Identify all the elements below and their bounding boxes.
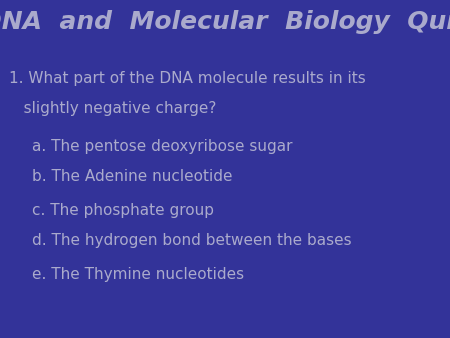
Text: d. The hydrogen bond between the bases: d. The hydrogen bond between the bases: [32, 233, 351, 248]
Text: b. The Adenine nucleotide: b. The Adenine nucleotide: [32, 169, 232, 184]
Text: DNA  and  Molecular  Biology  Quiz: DNA and Molecular Biology Quiz: [0, 10, 450, 34]
Text: 1. What part of the DNA molecule results in its: 1. What part of the DNA molecule results…: [9, 71, 366, 86]
Text: e. The Thymine nucleotides: e. The Thymine nucleotides: [32, 267, 243, 282]
Text: slightly negative charge?: slightly negative charge?: [9, 101, 216, 116]
Text: c. The phosphate group: c. The phosphate group: [32, 203, 213, 218]
Text: a. The pentose deoxyribose sugar: a. The pentose deoxyribose sugar: [32, 139, 292, 153]
